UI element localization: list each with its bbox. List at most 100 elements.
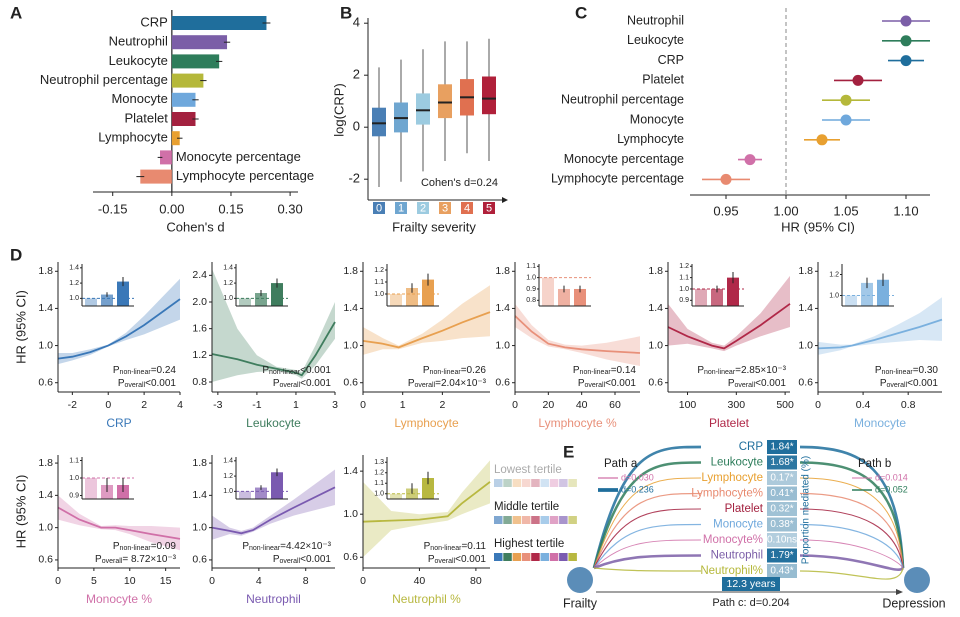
tertile-swatch — [549, 516, 559, 524]
path-legend-label: d=0.030 — [621, 472, 654, 482]
inset-bar — [422, 478, 434, 499]
axis-arrow — [502, 197, 508, 203]
point — [900, 15, 912, 27]
duration-box — [722, 577, 780, 591]
mediator-label: Monocyte — [713, 519, 763, 531]
path-b-arc — [799, 554, 905, 571]
category-label: Monocyte — [630, 112, 684, 126]
inset-y-tick-label: 1.2 — [69, 280, 79, 287]
inset-bar — [711, 288, 723, 306]
y-tick-label: 1.0 — [495, 339, 510, 351]
category-label: Lymphocyte — [617, 132, 684, 146]
x-tick-label: 5 — [91, 575, 97, 587]
inset-bar — [422, 279, 434, 306]
category-label: Platelet — [642, 73, 684, 87]
confidence-band — [363, 285, 490, 355]
bar — [140, 169, 172, 184]
p-value: Pnon-linear=0.26 — [423, 365, 487, 376]
x-tick-label: 300 — [728, 399, 746, 411]
inset-y-tick-label: 1.1 — [679, 274, 689, 281]
inset-y-tick-label: 1.0 — [69, 475, 79, 482]
tertile-swatch — [559, 516, 568, 524]
y-tick-label: 0.6 — [192, 554, 207, 566]
bar — [171, 73, 204, 88]
x-tick-label: 10 — [124, 575, 136, 587]
p-value: Poverall=2.04×10⁻³ — [408, 378, 487, 389]
point — [816, 134, 828, 146]
p-subscript: overall — [435, 558, 456, 565]
inset-y-tick-label: 1.2 — [679, 263, 689, 270]
path-b-arc — [799, 508, 904, 569]
x-axis-label: Neutrophil — [246, 592, 301, 606]
y-tick-label: 1.4 — [648, 302, 663, 314]
category-label: Lymphocyte percentage — [176, 168, 314, 183]
p-symbol: P — [242, 541, 249, 552]
hr-curve — [211, 486, 336, 535]
x-axis-label: Lymphocyte — [394, 416, 459, 430]
tertile-swatch — [559, 553, 568, 561]
x-tick-label: 3 — [442, 202, 448, 214]
p-value-text: =4.42×10⁻³ — [280, 541, 332, 552]
x-tick-label: 0 — [512, 399, 518, 411]
y-axis-label: HR (95% CI) — [13, 475, 28, 549]
inset-bar — [255, 487, 267, 499]
tertile-swatch — [531, 479, 540, 487]
x-tick-label: 20 — [542, 399, 554, 411]
tertile-swatch — [503, 516, 512, 524]
point — [900, 55, 912, 67]
mediated-label: 1.68* — [770, 457, 793, 468]
path-a-arc — [593, 523, 702, 569]
point — [720, 173, 732, 185]
axis-label: Proportion mediated (%) — [801, 456, 812, 564]
hr-curve — [57, 506, 181, 540]
mediated-box — [767, 517, 797, 532]
box — [372, 107, 386, 137]
p-value: Pnon-linear=0.09 — [113, 541, 177, 552]
mediator-label: Platelet — [725, 503, 764, 515]
p-subscript: non-linear — [882, 369, 914, 376]
path-b-arc — [799, 539, 904, 569]
x-tick-label: 0.8 — [901, 399, 916, 411]
y-tick-label: 1.4 — [343, 302, 358, 314]
x-tick-label: 2 — [439, 399, 445, 411]
bar — [171, 16, 267, 30]
tertile-swatch — [540, 516, 549, 524]
x-axis-label: Monocyte % — [86, 592, 152, 606]
panel-label: E — [563, 442, 574, 461]
p-symbol: P — [423, 365, 430, 376]
inset-y-tick-label: 1.1 — [374, 279, 384, 286]
x-tick-label: 1 — [398, 202, 404, 214]
tertile-swatch — [494, 479, 503, 487]
x-axis-label: CRP — [106, 416, 131, 430]
inset-y-tick-label: 1.3 — [374, 459, 384, 466]
tertile-label: Middle tertile — [494, 501, 559, 513]
category-label: CRP — [140, 14, 167, 29]
y-tick-label: 2.4 — [192, 269, 207, 281]
inset-y-tick-label: 0.9 — [679, 297, 689, 304]
p-value: Poverall<0.001 — [880, 378, 939, 389]
p-subscript: overall — [585, 382, 606, 389]
category-label: Platelet — [124, 110, 168, 125]
bar — [171, 54, 220, 69]
inset-y-tick-label: 1.0 — [679, 286, 689, 293]
x-tick-label: 0 — [815, 399, 821, 411]
path-a-arc — [593, 554, 702, 570]
inset-y-tick-label: 1.0 — [69, 295, 79, 302]
mediated-label: 0.17* — [770, 473, 793, 484]
confidence-band — [363, 460, 490, 558]
tertile-label: Lowest tertile — [494, 464, 562, 476]
p-value-text: <0.001 — [300, 554, 331, 565]
p-value: Poverall<0.001 — [428, 554, 487, 565]
x-tick-label: 4 — [177, 399, 183, 411]
tertile-swatch — [549, 479, 559, 487]
path-b-arc — [799, 567, 904, 580]
mediator-label: CRP — [739, 441, 764, 453]
p-value: Poverall<0.001 — [273, 378, 332, 389]
p-value-text: <0.001 — [300, 365, 331, 376]
p-value-text: <0.001 — [907, 378, 938, 389]
inset-y-tick-label: 1.0 — [374, 291, 384, 298]
confidence-band — [58, 495, 180, 551]
y-tick-label: 0.6 — [343, 376, 358, 388]
inset-y-tick-label: 0.8 — [526, 297, 536, 304]
inset-y-tick-label: 1.0 — [223, 295, 233, 302]
